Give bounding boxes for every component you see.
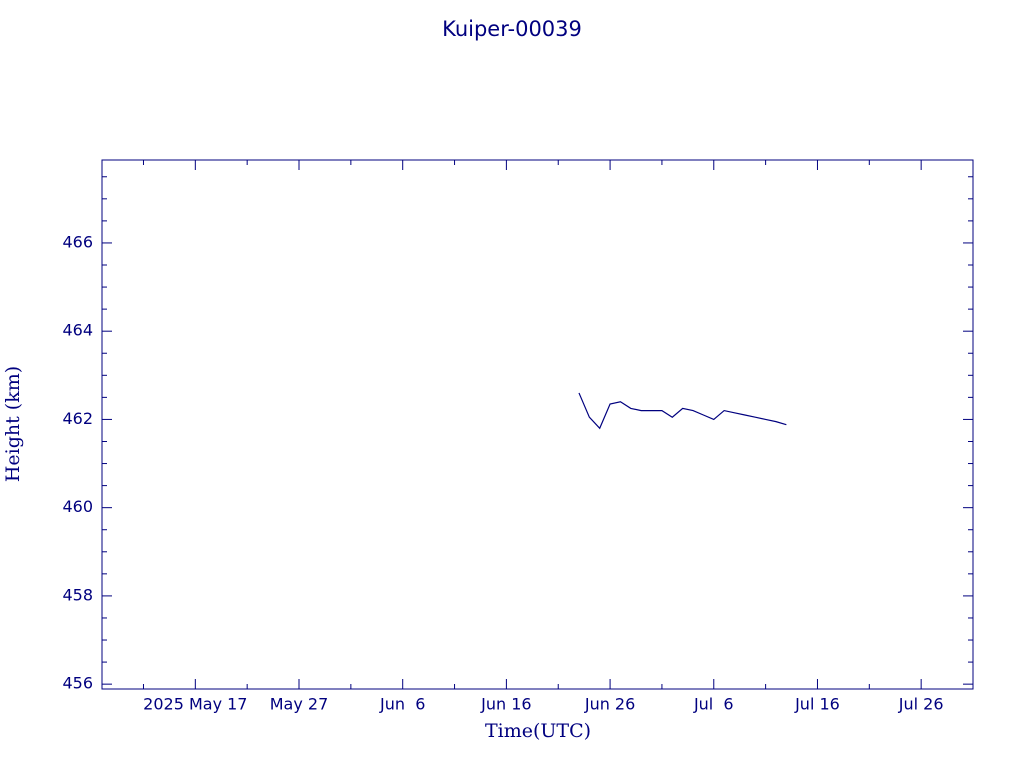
x-axis-label: Time(UTC) [485,720,591,742]
y-tick-label: 460 [62,497,93,516]
y-tick-label: 464 [62,321,93,340]
x-tick-label: Jun 16 [480,695,531,714]
chart-title: Kuiper-00039 [442,17,582,41]
x-tick-label: Jul 6 [693,695,734,714]
x-tick-label: 2025 May 17 [143,695,247,714]
x-tick-label: Jun 6 [379,695,425,714]
x-tick-label: May 27 [270,695,329,714]
plot-frame [101,159,974,690]
y-tick-label: 466 [62,232,93,251]
line-series [578,392,787,430]
y-axis-label: Height (km) [2,366,24,482]
y-tick-label: 458 [62,585,93,604]
x-tick-label: Jun 26 [584,695,635,714]
x-tick-label: Jul 26 [898,695,944,714]
y-tick-label: 456 [62,674,93,693]
x-tick-label: Jul 16 [794,695,840,714]
y-tick-label: 462 [62,409,93,428]
